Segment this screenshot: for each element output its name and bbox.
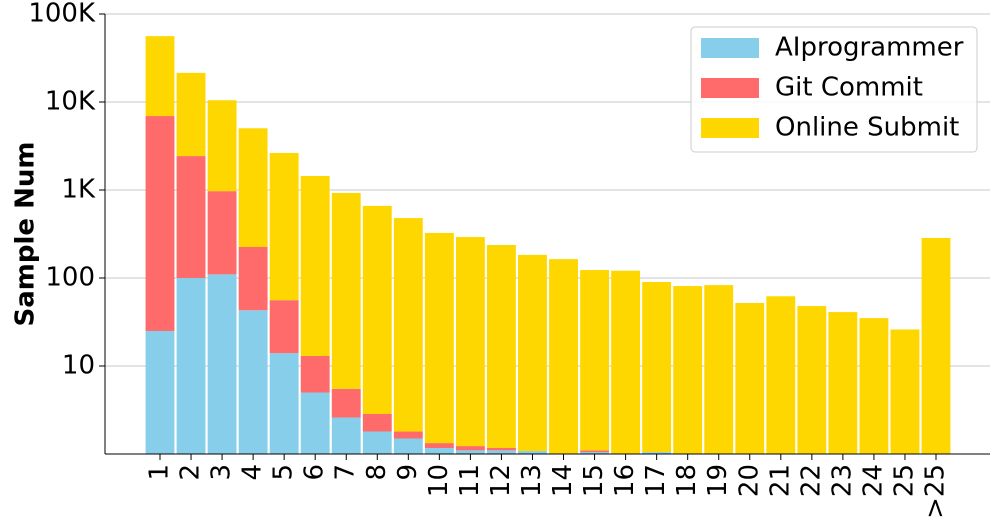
bar-segment (300, 355, 330, 393)
x-tick-label: 11 (455, 464, 485, 497)
x-tick-label: 13 (517, 464, 547, 497)
x-tick-label: 5 (269, 464, 299, 481)
bar-segment (300, 392, 330, 454)
bar-segment (238, 247, 268, 311)
bar-segment (580, 270, 609, 451)
x-tick-label: 7 (331, 464, 361, 481)
bar-segment (331, 192, 361, 389)
bar-segment (518, 254, 547, 452)
bar-segment (362, 413, 392, 432)
bar-segment (424, 232, 454, 444)
legend-label: Git Commit (775, 73, 923, 103)
y-tick-label: 10 (62, 351, 95, 381)
x-tick-label: 4 (238, 464, 268, 481)
bar-segment (797, 306, 827, 454)
bar-segment (207, 274, 237, 454)
bar-segment (145, 330, 175, 454)
bar-segment (269, 152, 299, 301)
x-tick-label: 14 (548, 464, 578, 497)
bar-segment (704, 285, 734, 454)
bar-segment (176, 156, 206, 278)
x-tick-label: 18 (672, 464, 702, 497)
y-tick-label: 100 (45, 263, 95, 293)
bar-segment (331, 417, 361, 454)
bar-segment (455, 450, 485, 454)
x-tick-label: 10 (424, 464, 454, 497)
bar-segment (362, 205, 392, 414)
x-tick-label: 22 (796, 464, 826, 497)
bar-segment (424, 447, 454, 454)
x-tick-label: 20 (734, 464, 764, 497)
bar-segment (828, 312, 858, 454)
bar-segment (176, 278, 206, 454)
bar-segment (393, 431, 423, 439)
legend-box (690, 26, 978, 153)
x-tick-label: 12 (486, 464, 516, 497)
x-tick-label: 16 (610, 464, 640, 497)
x-tick-label: 8 (362, 464, 392, 481)
bar-segment (207, 100, 237, 192)
bar-segment (611, 270, 641, 454)
bar-segment (642, 452, 672, 454)
bar-segment (393, 438, 423, 454)
legend-swatch (701, 118, 759, 138)
bar-segment (487, 447, 516, 451)
x-tick-label: 2 (176, 464, 206, 481)
bar-segment (145, 116, 175, 331)
bar-segment (455, 237, 485, 447)
x-tick-label: 24 (858, 464, 888, 497)
bar-segment (145, 36, 175, 117)
bar-segment (238, 128, 268, 248)
legend-swatch (701, 38, 759, 58)
bar-segment (487, 450, 516, 454)
bar-segment (207, 191, 237, 275)
bar-segment (269, 353, 299, 454)
x-tick-label: 15 (579, 464, 609, 497)
x-tick-label: 23 (827, 464, 857, 497)
bar-segment (921, 237, 951, 454)
x-tick-label: 19 (703, 464, 733, 497)
legend-label: Online Submit (775, 113, 959, 143)
x-tick-label: 6 (300, 464, 330, 481)
y-tick-label: 100K (28, 0, 96, 29)
y-tick-label: 1K (61, 175, 96, 205)
bar-segment (580, 452, 609, 454)
legend-label: AIprogrammer (775, 33, 964, 63)
bar-segment (362, 431, 392, 454)
bar-segment (673, 286, 703, 454)
bar-segment (331, 388, 361, 418)
bar-segment (455, 446, 485, 451)
x-tick-label: 1 (145, 464, 175, 481)
x-tick-label: 25 (889, 464, 919, 497)
legend-swatch (701, 78, 759, 98)
x-tick-label: 9 (393, 464, 423, 481)
bar-segment (735, 302, 765, 454)
bar-segment (518, 451, 547, 454)
y-tick-label: 10K (45, 87, 96, 117)
bar-segment (176, 72, 206, 157)
y-axis-label: Sample Num (11, 142, 41, 327)
bar-segment (487, 244, 516, 448)
bar-segment (424, 443, 454, 448)
bar-segment (269, 300, 299, 354)
x-tick-label: 3 (207, 464, 237, 481)
bar-segment (859, 318, 889, 454)
x-tick-label: >25 (921, 464, 951, 519)
x-tick-label: 17 (641, 464, 671, 497)
bar-segment (766, 296, 796, 454)
x-tick-label: 21 (765, 464, 795, 497)
bar-segment (393, 218, 423, 432)
bar-segment (238, 310, 268, 454)
legend: AIprogrammer Git Commit Online Submit (690, 26, 978, 153)
bar-segment (580, 450, 609, 453)
bar-segment (549, 259, 578, 454)
bar-segment (890, 329, 920, 454)
bar-segment (642, 282, 672, 453)
bar-segment (300, 175, 330, 356)
